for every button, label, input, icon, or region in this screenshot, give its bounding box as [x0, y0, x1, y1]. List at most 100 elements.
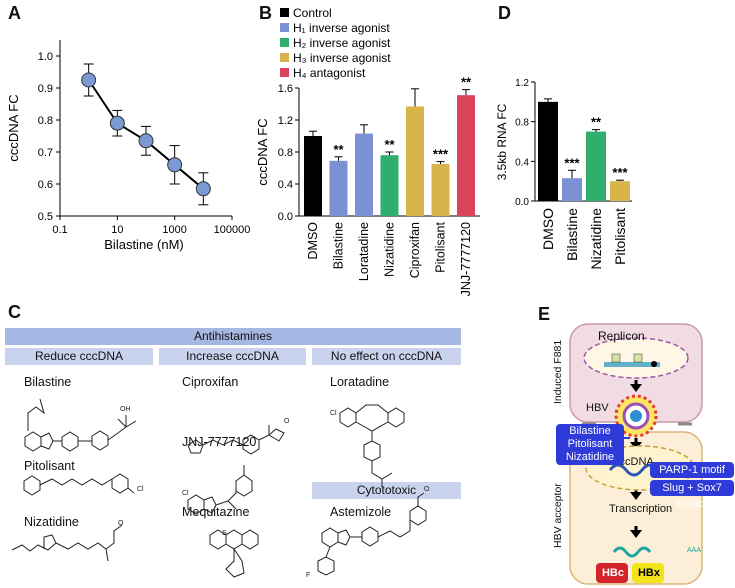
b-sig-label: **: [461, 75, 472, 90]
b-legend-swatch: [280, 23, 289, 32]
a-data-point: [167, 157, 183, 173]
b-category-label: DMSO: [306, 222, 320, 260]
svg-text:Cl: Cl: [137, 486, 144, 493]
b-category-label: JNJ-7777120: [459, 222, 473, 296]
replicon-dna-icon: [604, 362, 660, 367]
inhibitor-pitolisant: Pitolisant: [567, 438, 613, 450]
b-sig-label: ***: [433, 147, 449, 162]
d-bar: [586, 131, 606, 201]
drug-bilastine: Bilastine: [24, 375, 72, 389]
a-xtick-label: 100000: [214, 224, 251, 236]
replicon-label: Replicon: [598, 329, 645, 343]
b-legend-label: H₃ inverse agonist: [293, 51, 391, 65]
drug-astemizole: Astemizole: [330, 505, 392, 519]
svg-text:O: O: [118, 520, 124, 527]
b-sig-label: **: [384, 137, 395, 152]
b-ytick-label: 0.4: [278, 179, 293, 191]
b-bar: [355, 133, 373, 216]
chart-a-ylabel: cccDNA FC: [6, 94, 21, 161]
a-data-point: [195, 181, 211, 197]
drug-loratadine: Loratadine: [330, 375, 390, 389]
mequitazine-structure: [209, 529, 259, 578]
b-category-label: Ciproxifan: [408, 222, 422, 278]
b-category-label: Loratadine: [357, 222, 371, 281]
svg-text:O: O: [284, 418, 290, 425]
panel-letter-c: C: [8, 302, 21, 322]
b-legend-label: H₁ inverse agonist: [293, 21, 390, 35]
drug-jnj: JNJ-7777120: [182, 435, 257, 449]
b-ytick-label: 1.6: [278, 83, 293, 95]
loratadine-structure: [339, 404, 405, 487]
a-data-point: [109, 115, 125, 131]
chart-b-ylabel: cccDNA FC: [255, 118, 270, 185]
svg-text:Cl: Cl: [182, 490, 189, 497]
d-bar: [538, 101, 558, 201]
d-ytick-label: 0.4: [515, 157, 529, 168]
d-ytick-label: 0.8: [515, 118, 529, 129]
b-bar: [406, 106, 424, 216]
chart-d-ylabel: 3.5kb RNA FC: [495, 103, 509, 180]
replicon-box-icon: [611, 353, 621, 363]
a-data-point: [81, 72, 97, 88]
antihistamines-header: Antihistamines: [5, 328, 461, 345]
increase-cccdna-header: Increase cccDNA: [159, 348, 306, 365]
cytotoxic-header: Cytototoxic: [312, 482, 461, 499]
inhibitor-nizatidine: Nizatidine: [565, 451, 615, 463]
astemizole-structure: [317, 492, 427, 576]
b-bar: [431, 164, 450, 216]
transcription-label: Transcription: [609, 503, 673, 515]
b-legend-label: Control: [293, 6, 332, 20]
drug-nizatidine: Nizatidine: [24, 515, 79, 529]
a-ytick-label: 0.8: [38, 115, 53, 127]
b-sig-label: **: [333, 142, 344, 157]
a-xtick-label: 10: [111, 224, 123, 236]
d-bar: [562, 178, 582, 201]
bilastine-structure: [24, 398, 137, 452]
a-data-point: [138, 133, 154, 149]
transcript-icon: [612, 546, 652, 558]
a-ytick-label: 0.7: [38, 147, 53, 159]
svg-text:S: S: [222, 530, 227, 537]
pitolisant-structure: [23, 473, 135, 496]
b-bar: [380, 155, 399, 216]
b-legend-swatch: [280, 68, 289, 77]
svg-text:F: F: [306, 572, 310, 579]
hbx-label: HBx: [637, 567, 660, 579]
chart-d: 0.0 0.4 0.8 1.2 DMSO *** Bilastine ** Nizatidin…: [495, 78, 632, 269]
a-xtick-label: 1000: [162, 224, 186, 236]
hbv-virion-icon: [614, 394, 658, 438]
replicon-box2-icon: [633, 353, 643, 363]
panel-letter-a: A: [8, 3, 21, 23]
inhibitor-pill: Bilastine Pitolisant Nizatidine: [556, 424, 624, 465]
slug-pill: Slug + Sox7 mimics: [650, 480, 734, 510]
induced-label: Induced F881: [552, 339, 564, 404]
reduce-cccdna-header: Reduce cccDNA: [5, 348, 153, 365]
drug-mequitazine: Mequitazine: [182, 505, 250, 519]
chart-a-axes: [59, 40, 232, 217]
d-category-label: Bilastine: [564, 208, 580, 261]
b-ytick-label: 0.0: [278, 211, 293, 223]
b-bar: [304, 136, 322, 216]
hbx-box: [632, 563, 664, 583]
b-legend-swatch: [280, 53, 289, 62]
panel-letter-e: E: [538, 304, 551, 324]
d-sig-label: ***: [612, 165, 628, 180]
a-ytick-label: 0.9: [38, 83, 53, 95]
d-ytick-label: 0.0: [515, 197, 529, 208]
svg-text:O: O: [424, 486, 430, 493]
hbc-box: [596, 563, 628, 583]
drug-ciproxifan: Ciproxifan: [182, 375, 239, 389]
a-ytick-label: 1.0: [38, 51, 53, 63]
chart-a-xlabel: Bilastine (nM): [104, 237, 183, 252]
a-xtick-label: 0.1: [52, 224, 67, 236]
drug-pitolisant: Pitolisant: [24, 459, 75, 473]
inhibitor-bilastine: Bilastine: [569, 425, 611, 437]
d-category-label: DMSO: [540, 208, 556, 250]
chart-a: 0.5 0.6 0.7 0.8 0.9 1.0 0.1 10 1000 100000 Bilas…: [6, 40, 251, 252]
no-effect-header: No effect on cccDNA: [312, 348, 461, 365]
svg-text:Cl: Cl: [330, 410, 337, 417]
b-ytick-label: 1.2: [278, 115, 293, 127]
d-sig-label: ***: [564, 155, 580, 170]
b-legend-swatch: [280, 8, 289, 17]
